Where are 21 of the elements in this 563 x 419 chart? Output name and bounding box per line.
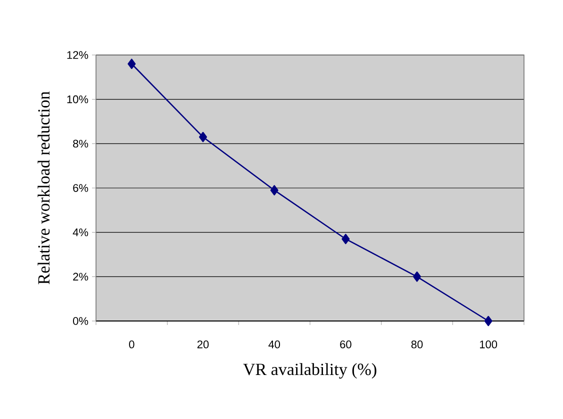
y-tick-label: 0%	[73, 317, 88, 325]
x-tick-label: 100	[480, 340, 498, 348]
y-tick-label: 4%	[72, 228, 88, 236]
x-tick-label: 40	[268, 340, 280, 348]
y-tick-label: 12%	[67, 51, 88, 59]
y-tick-label: 2%	[73, 272, 88, 281]
point	[412, 272, 422, 282]
point	[484, 316, 492, 326]
point	[342, 234, 350, 244]
y-tick-label: 8%	[73, 140, 88, 148]
x-axis-title: VR availability (%)	[243, 363, 376, 379]
y-axis-title: Relative workload reduction	[38, 91, 50, 284]
y-tick-label: 6%	[73, 184, 88, 192]
point	[270, 185, 278, 196]
x-tick-label: 0	[129, 340, 134, 348]
point	[198, 132, 208, 142]
x-tick-label: 60	[340, 340, 352, 348]
x-tick-label: 80	[411, 340, 423, 348]
x-tick-label: 20	[197, 340, 209, 348]
y-tick-label: 10%	[67, 95, 88, 104]
point	[128, 58, 136, 70]
